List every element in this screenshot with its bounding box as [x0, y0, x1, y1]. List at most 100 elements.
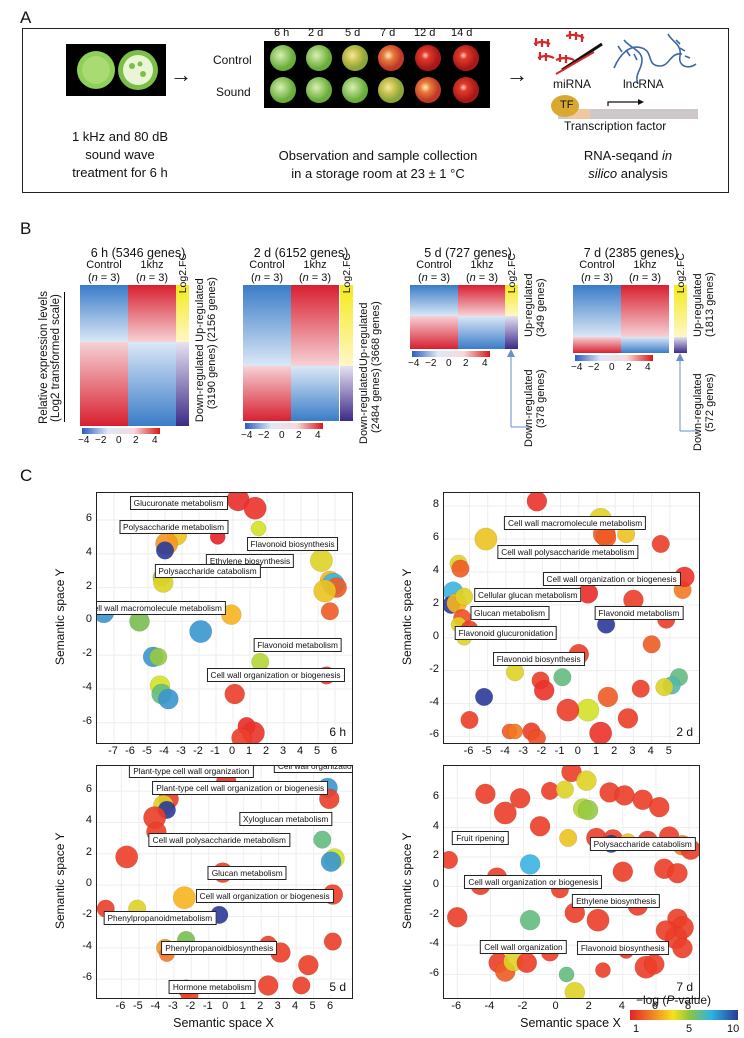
x-tick-label: -2	[517, 1000, 528, 1012]
heatmap-cell	[128, 285, 176, 342]
heatmap-cell	[621, 285, 669, 337]
go-term-point	[577, 799, 599, 821]
log2fc-bar-up	[340, 285, 353, 367]
scatter-svg	[97, 493, 352, 743]
row-label-control: Control	[213, 53, 252, 67]
x-tick-label: -5	[142, 745, 152, 757]
heatmap-cell	[621, 336, 669, 353]
x-tick-label: 5	[309, 1000, 316, 1012]
x-tick-label: 4	[618, 1000, 625, 1012]
go-term-point	[309, 549, 333, 573]
go-term-label: Xyloglucan metabolism	[238, 812, 333, 827]
x-tick-label: -3	[176, 745, 186, 757]
x-tick-label: 3	[279, 745, 287, 757]
tomato-cross-section-photo	[66, 44, 166, 96]
y-tick-label: 0	[85, 877, 92, 890]
timepoint-label: 6 h	[274, 27, 290, 39]
scale-tick: 0	[116, 435, 122, 446]
heatmap-cell	[291, 285, 339, 367]
scale-tick: 4	[482, 358, 488, 369]
scatter-svg	[97, 766, 352, 998]
x-tick-label: -2	[536, 745, 547, 757]
go-term-point	[553, 668, 572, 687]
scale-tick: −2	[425, 358, 437, 369]
go-term-label: Phenylpropanoidbiosynthesis	[161, 940, 278, 955]
y-tick-label: 0	[432, 878, 439, 891]
panel-b-ylabel-bar	[64, 292, 65, 422]
y-tick-label: 2	[432, 849, 439, 862]
expression-scale-bar	[82, 428, 160, 434]
go-term-point	[516, 952, 538, 974]
go-term-label: Flavonoid metabolism	[253, 638, 342, 653]
go-term-point	[649, 796, 670, 818]
pvalue-colorbar	[630, 1010, 738, 1020]
x-tick-label: -4	[484, 1000, 495, 1012]
go-term-point	[612, 861, 634, 882]
go-term-point	[231, 727, 252, 743]
scale-tick: −4	[241, 430, 253, 441]
heatmap-col-1khz: 1khz (n = 3)	[135, 259, 169, 284]
heatmap-cell	[458, 315, 506, 349]
y-tick-label: 4	[432, 819, 439, 832]
x-tick-label: 4	[647, 745, 654, 757]
log2fc-bar-up	[505, 285, 518, 316]
log2fc-bar-down	[176, 341, 189, 426]
caption-observation: Observation and sample collection in a st…	[278, 148, 478, 181]
y-tick-label: -6	[429, 728, 439, 741]
y-tick-label: 0	[85, 613, 92, 626]
scale-tick: 4	[315, 430, 321, 441]
x-tick-label: -4	[500, 745, 510, 757]
tf-label: TF	[560, 99, 574, 111]
go-term-point	[519, 909, 541, 931]
panel-b-ylabel: Relative expression levels (Log2 transfor…	[38, 291, 62, 425]
row-label-sound: Sound	[216, 85, 251, 99]
go-term-label: Cell wall polysaccharide metabolism	[148, 832, 290, 847]
heatmap-cell	[291, 366, 339, 421]
heatmap-col-control: Control (n = 3)	[416, 259, 452, 284]
y-tick-label: -4	[429, 695, 439, 708]
x-tick-label: -1	[202, 1000, 213, 1012]
go-term-point	[454, 587, 474, 606]
go-term-point	[313, 579, 337, 603]
go-term-point	[667, 862, 688, 884]
log2fc-bar-down	[674, 336, 687, 353]
tf-caption: Transcription factor	[564, 119, 667, 133]
go-term-point	[474, 527, 498, 551]
x-tick-label: 4	[292, 1000, 299, 1012]
timepoint-label: 5 d	[345, 27, 361, 39]
go-term-point	[158, 688, 179, 710]
go-term-point	[586, 908, 610, 932]
log2fc-label: Log2.FC	[177, 253, 189, 294]
heatmap-col-control: Control (n = 3)	[579, 259, 615, 284]
y-tick-label: 4	[85, 545, 92, 558]
x-tick-label: 2	[611, 745, 618, 757]
scale-tick: 2	[463, 358, 469, 369]
go-term-point	[644, 953, 665, 975]
down-arrow-icon	[507, 349, 529, 428]
x-tick-label: -7	[108, 745, 118, 757]
go-term-point	[189, 620, 213, 643]
go-term-label: Hormone metabolism	[168, 980, 256, 995]
go-term-label: Cell wall polysaccharide metabolism	[497, 545, 639, 560]
go-term-label: Plant-type cell wall organization or bio…	[152, 780, 329, 795]
x-tick-label: 5	[313, 745, 321, 757]
go-term-label: Fruit ripening	[452, 830, 509, 845]
heatmap-cell	[458, 285, 506, 316]
go-term-label: Cell wall organization	[480, 939, 567, 954]
y-tick-label: 6	[432, 531, 439, 544]
go-term-label: Glucuronate metabolism	[129, 496, 228, 511]
y-tick-label: 0	[432, 629, 439, 642]
go-term-label: Plant-type cell wall organization	[129, 766, 254, 778]
scatter-plot-2-d: Cell wall macromolecule metabolism Cell w…	[443, 492, 700, 744]
go-term-point	[243, 496, 267, 520]
go-term-label: Polysaccharide metabolism	[119, 519, 228, 534]
go-term-point	[529, 815, 551, 837]
x-tick-label: -6	[115, 1000, 126, 1012]
x-tick-label: -6	[451, 1000, 462, 1012]
x-tick-label: 0	[228, 745, 236, 757]
x-tick-label: 0	[552, 1000, 559, 1012]
go-term-label: Cell wall organization or biogenesis	[542, 571, 681, 586]
go-term-point	[595, 962, 611, 978]
go-term-label: Polysaccharide catabolism	[589, 836, 696, 851]
up-regulated-label: Up-regulated (2156 genes)	[194, 277, 218, 342]
